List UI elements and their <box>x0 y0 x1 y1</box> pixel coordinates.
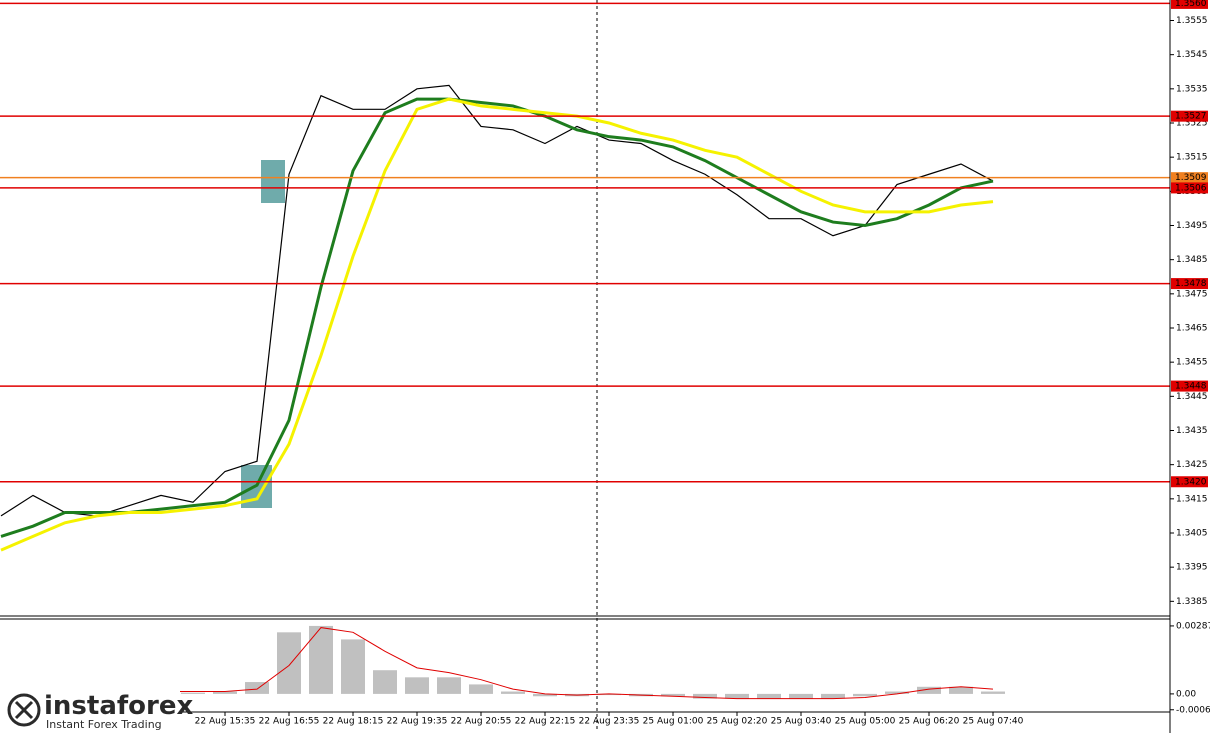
level-label-box <box>1171 172 1208 184</box>
x-tick-label: 25 Aug 02:20 <box>707 717 768 727</box>
histogram-bar <box>181 692 205 694</box>
x-tick-label: 25 Aug 07:40 <box>963 717 1024 727</box>
x-tick-label: 25 Aug 06:20 <box>899 717 960 727</box>
histogram-bar <box>789 693 813 699</box>
level-label: 1.3509 <box>1175 173 1207 183</box>
price-line <box>0 97 994 538</box>
x-tick-label: 25 Aug 05:00 <box>835 717 896 727</box>
series-layer: 22 Aug 15:35 22 Aug 16:55 22 Aug 18:15 22 A… <box>0 2 1170 727</box>
histogram-bar <box>725 693 749 699</box>
histogram-bar <box>949 686 973 694</box>
logo-tagline: Instant Forex Trading <box>46 718 162 731</box>
price-line <box>0 97 994 552</box>
x-tick-label: 22 Aug 23:35 <box>579 717 640 727</box>
x-tick-label: 25 Aug 03:40 <box>771 717 832 727</box>
level-label: 1.3527 <box>1175 112 1207 122</box>
y-tick-label: 1.3545 <box>1176 50 1208 60</box>
logo-icon <box>14 700 34 720</box>
level-label-box <box>1171 110 1208 122</box>
y-tick-label: 1.3385 <box>1176 597 1208 607</box>
y-tick-label: 1.3405 <box>1176 529 1208 539</box>
y-tick-label: 1.3435 <box>1176 426 1208 436</box>
y-tick-label: 1.3465 <box>1176 324 1208 334</box>
histogram-bar <box>821 693 845 699</box>
histogram-bar <box>885 691 909 694</box>
histogram-bar <box>533 693 557 697</box>
level-label-box <box>1171 380 1208 392</box>
x-tick-label: 22 Aug 19:35 <box>387 717 448 727</box>
logo-icon <box>7 693 41 727</box>
signal-box <box>261 160 285 203</box>
histogram-bar <box>277 632 301 694</box>
histogram-bar <box>917 686 941 694</box>
x-tick-label: 25 Aug 01:00 <box>643 717 704 727</box>
x-tick-label: 22 Aug 18:15 <box>323 717 384 727</box>
histogram-bar <box>981 691 1005 694</box>
y-tick-label: 1.3525 <box>1176 119 1208 129</box>
y-tick-label: 1.3515 <box>1176 153 1208 163</box>
y-tick-label: -0.00067 <box>1176 705 1210 715</box>
level-label-box <box>1171 0 1208 9</box>
x-tick-label: 22 Aug 15:35 <box>195 717 256 727</box>
y-tick-label: 1.3425 <box>1176 460 1208 470</box>
level-label-box <box>1171 278 1208 290</box>
histogram-bar <box>757 693 781 699</box>
y-tick-label: 0.00287 <box>1176 621 1210 631</box>
level-label: 1.3506 <box>1175 183 1207 193</box>
x-tick-label: 22 Aug 22:15 <box>515 717 576 727</box>
y-tick-label: 1.3475 <box>1176 289 1208 299</box>
level-label: 1.3448 <box>1175 382 1207 392</box>
level-label: 1.3478 <box>1175 279 1207 289</box>
histogram-bar <box>309 625 333 694</box>
histogram-bar <box>469 684 493 694</box>
level-label-box <box>1171 476 1208 488</box>
histogram-bar <box>597 693 621 696</box>
y-tick-label: 1.3485 <box>1176 255 1208 265</box>
y-tick-label: 1.3455 <box>1176 358 1208 368</box>
histogram-bar <box>373 670 397 694</box>
logo: instaforex Instant Forex Trading <box>0 688 194 733</box>
logo-name: instaforex <box>44 691 194 721</box>
y-tick-label: 1.3415 <box>1176 494 1208 504</box>
y-tick-label: 1.3555 <box>1176 16 1208 26</box>
y-tick-label: 1.3445 <box>1176 392 1208 402</box>
histogram-bar <box>245 682 269 694</box>
y-tick-label: 0.00 <box>1176 689 1196 699</box>
level-label: 1.3420 <box>1175 477 1207 487</box>
y-tick-label: 1.3535 <box>1176 84 1208 94</box>
level-label: 1.3560 <box>1175 0 1207 9</box>
histogram-bar <box>853 693 877 697</box>
y-tick-label: 1.3395 <box>1176 563 1208 573</box>
histogram-bar <box>437 677 461 694</box>
axis-layer: 1.35551.35451.35351.35251.35151.35051.34… <box>1170 0 1210 715</box>
histogram-bar <box>341 639 365 694</box>
level-label-box <box>1171 182 1208 194</box>
x-tick-label: 22 Aug 20:55 <box>451 717 512 727</box>
histogram-bar <box>501 691 525 694</box>
histogram-bar <box>693 693 717 699</box>
histogram-bar <box>213 691 237 694</box>
price-line <box>0 84 994 517</box>
x-tick-label: 22 Aug 16:55 <box>259 717 320 727</box>
y-tick-label: 1.3495 <box>1176 221 1208 231</box>
histogram-bar <box>661 693 685 697</box>
histogram-bar <box>405 677 429 694</box>
